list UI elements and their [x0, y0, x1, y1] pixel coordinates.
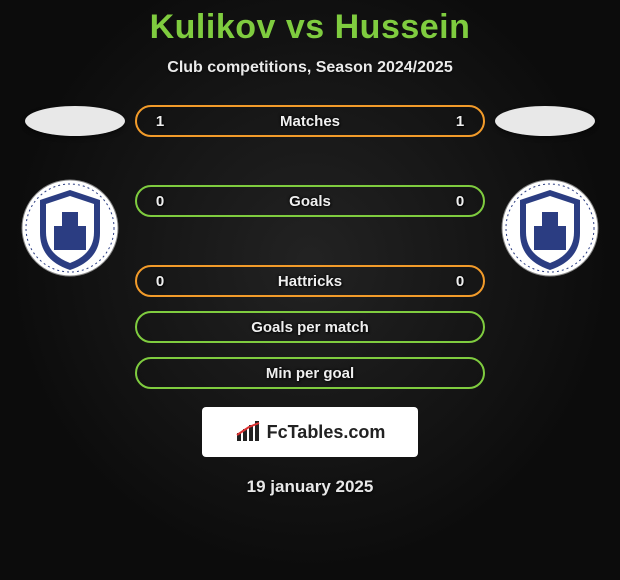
pill-goals: 0 Goals 0	[135, 185, 485, 217]
stat-right-value: 1	[451, 113, 469, 130]
date-text: 19 january 2025	[0, 477, 620, 497]
fctables-logo[interactable]: FcTables.com	[202, 407, 418, 457]
stat-label: Matches	[280, 113, 340, 130]
stat-label: Goals	[289, 193, 331, 210]
stat-right-value: 0	[451, 273, 469, 290]
pill-matches: 1 Matches 1	[135, 105, 485, 137]
stat-label: Hattricks	[278, 273, 342, 290]
left-player-slot	[15, 106, 135, 136]
left-club-crest	[20, 178, 120, 278]
subtitle: Club competitions, Season 2024/2025	[0, 59, 620, 77]
stat-left-value: 1	[151, 113, 169, 130]
stat-left-value: 0	[151, 273, 169, 290]
pill-min-per-goal: Min per goal	[135, 357, 485, 389]
right-club-crest	[500, 178, 600, 278]
right-player-slot	[485, 106, 605, 136]
stat-row-goals: 0 Goals 0	[0, 151, 620, 251]
stat-right-value: 0	[451, 193, 469, 210]
bar-chart-icon	[235, 421, 261, 443]
stat-row-mpg: Min per goal	[0, 357, 620, 389]
right-club-slot	[485, 151, 605, 251]
stat-label: Goals per match	[251, 319, 369, 336]
stat-label: Min per goal	[266, 365, 354, 382]
stat-row-matches: 1 Matches 1	[0, 105, 620, 137]
stat-row-gpm: Goals per match	[0, 311, 620, 343]
page-title: Kulikov vs Hussein	[0, 8, 620, 47]
pill-goals-per-match: Goals per match	[135, 311, 485, 343]
stat-left-value: 0	[151, 193, 169, 210]
right-player-placeholder	[495, 106, 595, 136]
pill-hattricks: 0 Hattricks 0	[135, 265, 485, 297]
left-club-slot	[15, 151, 135, 251]
logo-text: FcTables.com	[267, 422, 386, 443]
main-container: Kulikov vs Hussein Club competitions, Se…	[0, 0, 620, 580]
left-player-placeholder	[25, 106, 125, 136]
